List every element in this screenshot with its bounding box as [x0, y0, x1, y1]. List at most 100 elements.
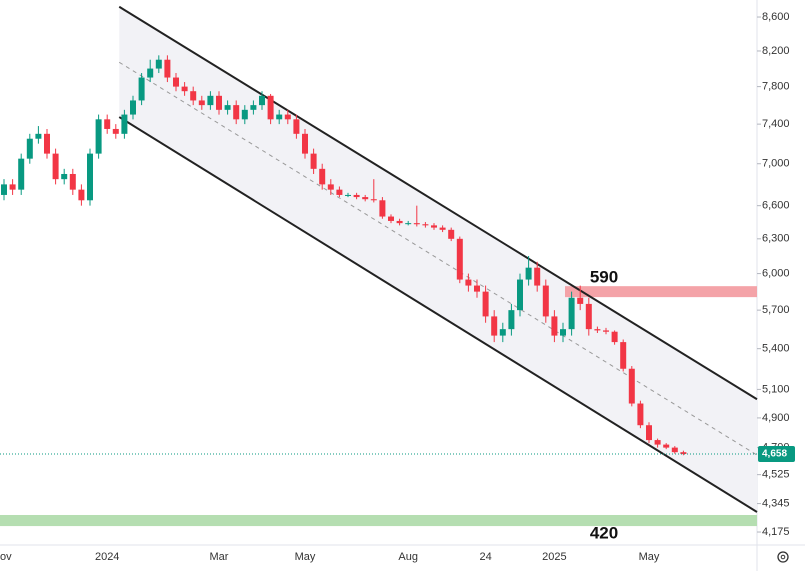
x-tick-label: ov: [0, 551, 12, 563]
x-tick-label: 24: [479, 551, 491, 563]
candle-body: [276, 114, 283, 120]
candle-body: [499, 329, 506, 336]
candle-body: [637, 403, 644, 426]
candle-body: [517, 279, 523, 311]
channel-fill: [119, 6, 758, 512]
candle-body: [327, 184, 334, 190]
candle-body: [293, 119, 300, 134]
candle-body: [121, 114, 128, 134]
candle-body: [362, 197, 369, 200]
candle-body: [336, 189, 343, 195]
candle-body: [654, 440, 661, 445]
candle-body: [69, 173, 76, 190]
candle-body: [190, 91, 197, 101]
y-tick-label: 7,000: [762, 158, 790, 170]
candle-body: [26, 138, 33, 159]
y-tick-label: 6,000: [762, 267, 790, 279]
y-tick-label: 8,600: [762, 11, 790, 23]
x-tick-label: May: [639, 551, 660, 563]
candle-body: [353, 194, 360, 198]
x-tick-label: Mar: [210, 551, 229, 563]
candle-body: [198, 100, 205, 106]
candle-body: [577, 297, 584, 304]
candle-body: [388, 216, 394, 221]
last-price-label: 4,658: [762, 449, 787, 460]
candle-body: [9, 184, 16, 190]
candle-body: [396, 220, 403, 224]
zone: [0, 514, 757, 527]
candle-body: [491, 316, 498, 336]
candle-body: [130, 100, 136, 115]
y-tick-label: 5,700: [762, 304, 790, 316]
candle-body: [585, 303, 592, 330]
x-tick-label: May: [295, 551, 316, 563]
candle-body: [78, 189, 85, 201]
candle-body: [405, 223, 412, 225]
candle-body: [173, 77, 179, 87]
zone-label: 590: [590, 268, 618, 287]
y-tick-label: 8,200: [762, 45, 790, 57]
candle-body: [18, 158, 25, 190]
y-tick-label: 4,900: [762, 412, 790, 424]
candle-body: [224, 105, 231, 110]
x-tick-label: 2025: [542, 551, 566, 563]
candle-body: [302, 133, 308, 154]
candle-body: [568, 297, 575, 330]
candle-body: [551, 316, 558, 336]
zone: [565, 286, 757, 298]
last-price-box: [758, 446, 795, 463]
y-tick-label: 4,175: [762, 526, 790, 538]
candle-body: [44, 133, 50, 154]
candle-body: [448, 229, 455, 239]
settings-icon[interactable]: [777, 551, 789, 563]
y-tick-label: 7,400: [762, 118, 790, 130]
candle-body: [216, 95, 222, 110]
y-tick-label: 4,345: [762, 497, 790, 509]
x-tick-label: 2024: [95, 551, 119, 563]
candle-body: [104, 119, 111, 129]
settings-ring[interactable]: [777, 551, 789, 563]
candle-body: [628, 368, 635, 404]
candle-body: [379, 200, 386, 217]
candle-body: [611, 331, 618, 343]
candle-body: [1, 184, 7, 195]
candle-body: [147, 68, 154, 78]
zone-label: 420: [590, 524, 618, 543]
candle-body: [482, 291, 489, 317]
candle-body: [319, 168, 326, 185]
candle-body: [370, 199, 377, 201]
candle-body: [508, 310, 515, 330]
y-tick-label: 5,100: [762, 383, 790, 395]
candle-body: [534, 267, 541, 286]
candle-body: [233, 105, 240, 120]
candle-body: [594, 329, 601, 331]
candle-body: [560, 329, 566, 336]
candle-body: [52, 153, 59, 180]
candle-body: [663, 444, 670, 448]
candle-body: [250, 105, 257, 110]
y-tick-label: 6,600: [762, 200, 790, 212]
candle-body: [474, 285, 480, 292]
candle-body: [35, 133, 42, 139]
candle-body: [181, 86, 188, 92]
candle-body: [87, 153, 93, 201]
y-tick-label: 5,400: [762, 343, 790, 355]
candle-body: [345, 194, 351, 196]
candle-body: [267, 95, 274, 120]
candle-body: [620, 342, 627, 369]
candle-body: [241, 109, 248, 120]
candle-body: [465, 279, 472, 286]
candle-body: [525, 267, 532, 280]
candle-body: [542, 285, 549, 317]
candle-body: [95, 119, 102, 154]
candle-body: [456, 238, 463, 280]
candle-body: [155, 59, 162, 69]
y-tick-label: 4,525: [762, 469, 790, 481]
candle-body: [138, 77, 145, 101]
channel-middle: [118, 61, 758, 456]
settings-core[interactable]: [780, 554, 786, 560]
candle-body: [439, 227, 446, 230]
candle-body: [422, 224, 429, 226]
candle-body: [164, 59, 171, 78]
candle-body: [207, 95, 214, 106]
